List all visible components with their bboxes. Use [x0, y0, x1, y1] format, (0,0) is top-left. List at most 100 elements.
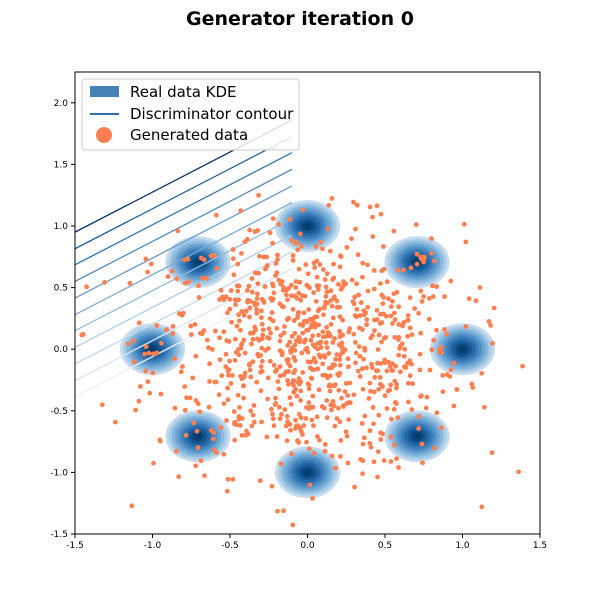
generated-point — [207, 361, 213, 367]
generated-point — [367, 380, 373, 386]
generated-point — [486, 319, 492, 324]
generated-point — [377, 374, 383, 380]
generated-point — [218, 425, 224, 430]
generated-point — [401, 353, 407, 359]
generated-point — [196, 295, 202, 300]
generated-point — [241, 395, 246, 401]
generated-point — [236, 318, 242, 324]
generated-point — [270, 216, 276, 221]
generated-point — [407, 358, 413, 364]
generated-point — [367, 440, 373, 446]
generated-point — [337, 357, 343, 362]
generated-point — [434, 410, 440, 416]
generated-point — [479, 370, 485, 376]
generated-point — [461, 221, 467, 227]
generated-point — [362, 413, 368, 419]
generated-point — [227, 306, 233, 312]
y-tick-label-3: 0.0 — [54, 345, 69, 355]
x-tick-label-6: 1.5 — [533, 541, 547, 551]
generated-point — [405, 317, 411, 323]
generated-point — [99, 402, 105, 408]
generated-point — [250, 412, 256, 418]
generated-point — [384, 279, 390, 285]
generated-point — [219, 373, 225, 379]
generated-point — [190, 375, 196, 381]
x-tick-label-4: 0.5 — [378, 541, 392, 551]
generated-point — [250, 359, 256, 365]
generated-point — [305, 349, 311, 355]
generated-point — [258, 388, 264, 394]
generated-point — [254, 379, 260, 385]
generated-point — [306, 382, 312, 388]
generated-point — [336, 342, 342, 348]
generated-point — [193, 398, 199, 403]
generated-point — [208, 253, 214, 259]
generated-point — [399, 341, 405, 347]
generated-point — [327, 388, 333, 394]
generated-point — [347, 380, 353, 386]
generated-point — [256, 337, 262, 343]
generated-point — [372, 375, 378, 380]
generated-point — [178, 369, 184, 375]
generated-point — [275, 379, 281, 384]
generated-point — [277, 373, 283, 379]
generated-point — [214, 266, 220, 271]
generated-point — [479, 504, 485, 510]
generated-point — [371, 421, 376, 427]
generated-point — [309, 367, 315, 373]
generated-point — [218, 287, 224, 293]
generated-point — [369, 365, 375, 371]
generated-point — [254, 296, 260, 301]
generated-point — [278, 333, 284, 339]
generated-point — [249, 423, 255, 429]
generated-point — [288, 282, 294, 288]
generated-point — [131, 338, 136, 344]
generated-point — [260, 332, 266, 338]
generated-point — [352, 294, 358, 300]
generated-point — [429, 236, 434, 241]
generated-point — [315, 434, 320, 439]
generated-point — [354, 306, 360, 312]
legend-box — [81, 78, 300, 151]
generated-point — [340, 332, 346, 338]
generated-point — [323, 284, 329, 290]
generated-point — [316, 332, 321, 338]
generated-point — [337, 304, 343, 310]
generated-point — [287, 422, 293, 427]
generated-point — [281, 304, 286, 310]
generated-point — [296, 439, 302, 445]
generated-point — [334, 352, 340, 357]
generated-point — [406, 380, 411, 386]
generated-point — [337, 314, 343, 320]
generated-point — [312, 314, 318, 320]
generated-point — [430, 294, 436, 300]
generated-point — [209, 346, 215, 352]
generated-point — [516, 469, 521, 475]
generated-point — [359, 421, 365, 426]
generated-point — [268, 295, 274, 301]
generated-point — [230, 256, 236, 262]
generated-point — [246, 283, 252, 289]
generated-point — [448, 278, 454, 284]
generated-point — [367, 428, 373, 434]
generated-point — [278, 411, 284, 417]
generated-point — [311, 423, 316, 428]
generated-point — [388, 416, 394, 422]
generated-point — [343, 429, 349, 435]
generated-point — [291, 377, 296, 383]
generated-point — [259, 321, 265, 327]
generated-point — [232, 437, 238, 443]
generated-point — [375, 449, 381, 455]
generated-point — [316, 322, 322, 328]
generated-point — [258, 308, 264, 314]
kde-blob-0 — [274, 200, 341, 252]
generated-point — [360, 386, 366, 392]
generated-point — [327, 373, 333, 379]
generated-point — [429, 347, 435, 353]
generated-point — [370, 234, 376, 239]
generated-point — [332, 336, 337, 341]
generated-point — [238, 373, 243, 379]
generated-point — [374, 317, 380, 323]
generated-point — [318, 239, 324, 245]
generated-point — [201, 328, 207, 333]
